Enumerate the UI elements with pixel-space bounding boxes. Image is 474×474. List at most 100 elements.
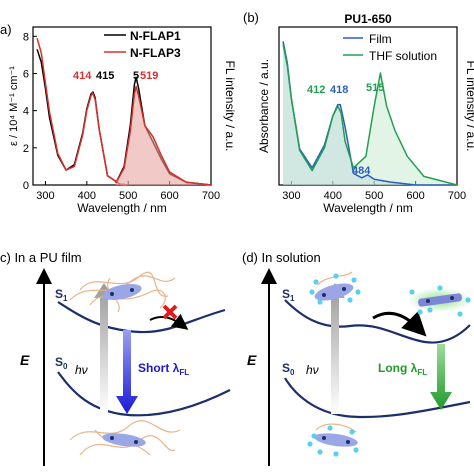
- x-tick-label: 400: [78, 190, 96, 202]
- peak-label-515: 515: [366, 82, 384, 94]
- excitation-arrow-d: [325, 283, 345, 414]
- molecule-c-bottom: [102, 433, 146, 447]
- s0-label-d: S0: [282, 361, 295, 377]
- emission-label-c: Short λFL: [138, 361, 189, 377]
- hv-label-d: hν: [306, 363, 319, 377]
- x-tick-label: 700: [202, 190, 220, 202]
- s1-label-c: S1: [55, 287, 68, 303]
- panel-d: (d) In solution E S1 S0 hν Long λFL: [242, 250, 472, 466]
- solvent-dot: [309, 289, 315, 295]
- solvent-dot: [437, 285, 443, 291]
- peak-label-415: 415: [96, 70, 114, 82]
- series-line-n-flap3-fl: [115, 85, 212, 186]
- s0-curve-c: [57, 371, 231, 417]
- solvent-dot: [427, 307, 433, 313]
- s0-curve-d: [284, 377, 471, 419]
- solvent-dot: [313, 279, 319, 285]
- peak-label-519: 519: [140, 70, 158, 82]
- energy-label-d: E: [247, 352, 257, 368]
- solvent-dot: [317, 449, 323, 455]
- energy-label-c: E: [20, 352, 30, 368]
- molecule-d-bottom: [314, 423, 358, 447]
- panel-b-xlabel: Wavelength / nm: [323, 201, 413, 215]
- panel-b-plot: [282, 41, 458, 186]
- solvent-dot: [347, 297, 353, 303]
- fl-fill-3: [115, 86, 211, 185]
- legend-thf: THF solution: [369, 49, 437, 63]
- solvent-dot: [457, 311, 463, 317]
- peak-label-414: 414: [73, 70, 92, 82]
- panel-a: a) 0 2 4 6 8 300 400 500 600 700 Wavelength / nm…: [0, 22, 237, 215]
- x-tick-label: 300: [282, 190, 300, 202]
- panel-b: (b) 300 400 500 600 700 Wavelength / nm Abso…: [243, 10, 474, 215]
- panel-a-label: a): [0, 22, 12, 37]
- y-tick-label: 6: [23, 68, 29, 80]
- blocked-cross-icon: [162, 304, 178, 320]
- panel-b-label: (b): [243, 10, 259, 25]
- x-tick-label: 500: [119, 190, 137, 202]
- panel-a-y-ticks: 0 2 4 6 8: [23, 31, 37, 192]
- series-line-thf-solution: [282, 44, 458, 186]
- s1-curve-d: [284, 299, 471, 344]
- hv-label-c: hν: [75, 363, 88, 377]
- emission-arrow-c: [116, 330, 138, 414]
- solvent-dot: [417, 309, 423, 315]
- s1-label-d: S1: [282, 287, 295, 303]
- peak-label-484: 484: [352, 165, 371, 177]
- panel-b-title: PU1-650: [344, 12, 392, 26]
- solvent-dot: [333, 273, 339, 279]
- legend-film: Film: [369, 32, 392, 46]
- s1-curve-c: [57, 301, 226, 334]
- peak-label-418: 418: [330, 84, 348, 96]
- x-tick-label: 600: [406, 190, 424, 202]
- panel-b-ylabel: Absorbance / a.u.: [257, 59, 271, 153]
- solvent-dots: [307, 273, 471, 457]
- x-tick-label: 400: [324, 190, 342, 202]
- solvent-dot: [327, 425, 333, 431]
- peak-label-519-black: 5: [133, 70, 139, 82]
- legend-nflap3: N-FLAP3: [130, 46, 181, 60]
- panel-c-label: c) In a PU film: [0, 250, 82, 265]
- solvent-dot: [317, 299, 323, 305]
- panel-b-frame: [278, 26, 458, 186]
- s0-label-c: S0: [55, 355, 68, 371]
- solvent-dot: [349, 429, 355, 435]
- panel-b-x-ticks: 300 400 500 600 700: [282, 181, 466, 202]
- panel-d-label: (d) In solution: [242, 250, 321, 265]
- solvent-dot: [351, 277, 357, 283]
- emission-arrow-d: [430, 344, 452, 410]
- series-fill-1: [283, 44, 457, 186]
- y-tick-label: 0: [23, 180, 29, 192]
- y-tick-label: 4: [23, 106, 29, 118]
- polymer-matrix-top-c: [69, 271, 176, 313]
- legend-nflap1: N-FLAP1: [130, 29, 181, 43]
- panel-c: c) In a PU film E S1 S0 hν Short λFL: [0, 250, 231, 466]
- solvent-dot: [333, 451, 339, 457]
- solvent-dot: [353, 447, 359, 453]
- excitation-arrow-c: [94, 283, 114, 414]
- molecule-d-relaxed: [408, 288, 472, 312]
- panel-b-ylabel-right: FL intensity / a.u.: [464, 61, 474, 152]
- solvent-dot: [355, 289, 361, 295]
- y-tick-label: 2: [23, 143, 29, 155]
- relaxation-arrow-d: [372, 311, 427, 337]
- molecule-c-top: [102, 283, 142, 301]
- x-tick-label: 600: [160, 190, 178, 202]
- series-fill-0: [283, 41, 457, 186]
- x-tick-label: 300: [36, 190, 54, 202]
- x-tick-label: 700: [448, 190, 466, 202]
- peak-label-412: 412: [307, 84, 325, 96]
- series-line-n-flap3: [36, 37, 129, 186]
- panel-a-ylabel: ε / 10⁴ M⁻¹ cm⁻¹: [8, 66, 20, 146]
- solvent-dot: [465, 297, 471, 303]
- solvent-dot: [409, 289, 415, 295]
- x-tick-label: 500: [365, 190, 383, 202]
- y-tick-label: 8: [23, 31, 29, 43]
- panel-a-frame: [32, 26, 212, 186]
- solvent-dot: [311, 433, 317, 439]
- panel-a-xlabel: Wavelength / nm: [77, 201, 167, 215]
- panel-a-ylabel-right: FL intensity / a.u.: [223, 61, 237, 152]
- solvent-dot: [307, 441, 313, 447]
- emission-label-d: Long λFL: [378, 361, 427, 377]
